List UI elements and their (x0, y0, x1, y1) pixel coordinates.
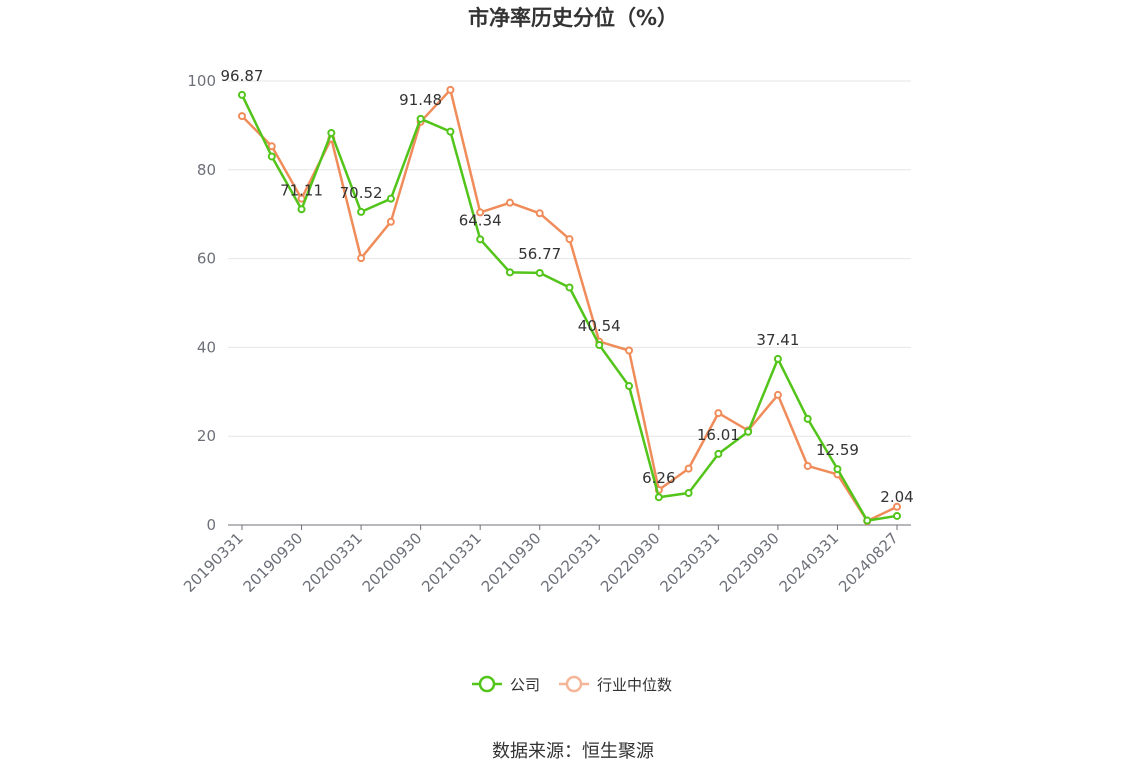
data-label: 70.52 (340, 184, 383, 202)
data-label: 2.04 (880, 488, 913, 506)
data-point (476, 235, 485, 244)
x-tick-label: 20230930 (716, 529, 783, 596)
data-point (595, 341, 604, 350)
data-point (327, 128, 336, 137)
x-tick-label: 20210930 (478, 529, 545, 596)
legend-item-1[interactable]: 行业中位数 (559, 675, 672, 694)
data-label: 91.48 (399, 91, 442, 109)
data-label: 12.59 (816, 441, 859, 459)
data-point (625, 346, 634, 355)
y-axis: 0 20 40 60 80 100 (187, 72, 216, 534)
data-point (565, 235, 574, 244)
data-label: 16.01 (697, 426, 740, 444)
data-point (893, 502, 901, 511)
x-tick-label: 20220331 (537, 529, 604, 596)
data-point (803, 414, 812, 423)
data-point (684, 489, 693, 498)
data-label: 56.77 (518, 245, 561, 263)
data-label: 71.11 (280, 181, 323, 199)
data-point (446, 127, 455, 136)
data-point (744, 427, 753, 436)
series-line-0 (240, 94, 898, 522)
data-point (238, 112, 246, 121)
x-tick-label: 20240827 (835, 529, 902, 596)
data-label: 64.34 (459, 211, 502, 229)
x-tick-label: 20210331 (418, 529, 485, 596)
x-tick-label: 20220930 (597, 529, 664, 596)
data-point (416, 114, 425, 123)
grid-lines (228, 80, 911, 437)
data-point (833, 465, 842, 474)
legend-label: 行业中位数 (597, 676, 672, 694)
data-point (535, 209, 544, 218)
y-tick-label: 60 (197, 250, 216, 268)
data-point (505, 198, 514, 207)
data-point (684, 464, 693, 473)
data-point (863, 516, 872, 525)
data-label: 6.26 (642, 469, 675, 487)
data-point (357, 254, 366, 263)
data-point (535, 268, 544, 277)
y-tick-label: 100 (187, 72, 216, 90)
x-axis: 2019033120190930202003312020093020210331… (180, 524, 911, 596)
series-lines (238, 85, 901, 526)
data-point (893, 511, 901, 520)
data-point (505, 268, 514, 277)
data-point (714, 409, 723, 418)
data-point (386, 194, 395, 203)
chart-title: 市净率历史分位（%） (468, 6, 678, 30)
data-point (773, 390, 782, 399)
x-tick-label: 20190331 (180, 529, 247, 596)
y-tick-label: 20 (197, 427, 216, 445)
data-point (625, 382, 634, 391)
data-point (297, 205, 306, 214)
legend-marker (565, 675, 583, 693)
data-point (267, 152, 276, 161)
legend-marker (478, 675, 496, 693)
x-tick-label: 20240331 (776, 529, 843, 596)
data-point (238, 90, 246, 99)
data-label: 40.54 (578, 317, 621, 335)
data-labels: 96.87 71.11 70.52 91.48 64.34 56.77 40.54 6.26 1… (221, 67, 914, 506)
data-point (357, 207, 366, 216)
legend-label: 公司 (510, 676, 540, 694)
data-point (803, 461, 812, 470)
data-point (446, 85, 455, 94)
x-tick-label: 20230331 (656, 529, 723, 596)
y-tick-label: 80 (197, 161, 216, 179)
x-tick-label: 20190930 (240, 529, 307, 596)
source-note: 数据来源：恒生聚源 (492, 741, 654, 762)
y-tick-label: 40 (197, 338, 216, 356)
x-tick-label: 20200331 (299, 529, 366, 596)
x-tick-label: 20200930 (359, 529, 426, 596)
y-tick-label: 0 (206, 516, 216, 534)
legend[interactable]: 公司 行业中位数 (472, 675, 672, 694)
data-label: 96.87 (221, 67, 264, 85)
data-point (267, 142, 276, 151)
data-point (714, 449, 723, 458)
data-label: 37.41 (756, 331, 799, 349)
data-point (476, 208, 485, 217)
legend-item-0[interactable]: 公司 (472, 675, 540, 694)
data-point (386, 217, 395, 226)
data-point (565, 283, 574, 292)
data-point (654, 493, 663, 502)
data-point (773, 354, 782, 363)
